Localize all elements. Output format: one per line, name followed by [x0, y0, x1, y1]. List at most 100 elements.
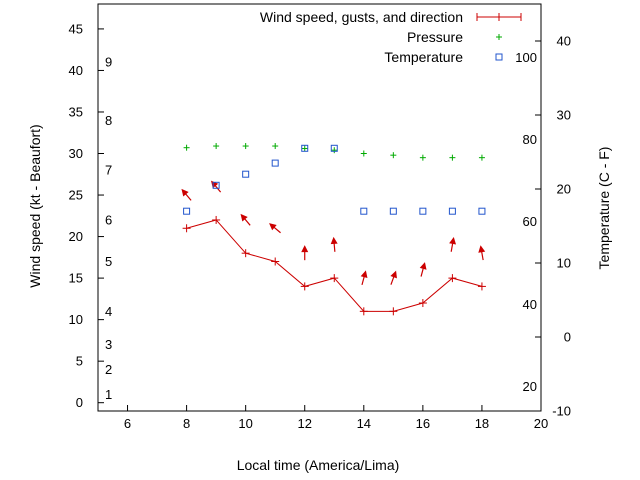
wind-direction-arrow: [269, 223, 281, 234]
x-tick-label: 6: [124, 416, 131, 431]
x-tick-label: 12: [297, 416, 311, 431]
wind-speed-point: [389, 307, 398, 316]
temperature-point: [360, 207, 368, 215]
legend-marker: [495, 53, 503, 61]
pressure-point: [242, 143, 249, 150]
y-tick-label: 5: [76, 354, 83, 369]
beaufort-label: 9: [105, 55, 112, 70]
y-tick-label: 0: [76, 395, 83, 410]
legend-label: Wind speed, gusts, and direction: [260, 9, 463, 25]
temperature-point: [478, 207, 486, 215]
y-tick-label: 15: [69, 271, 83, 286]
plot-area: [97, 3, 542, 412]
pressure-point: [478, 154, 485, 161]
wind-direction-arrow: [449, 236, 457, 252]
y2-tick-label: -10: [552, 404, 571, 419]
temperature-point: [330, 144, 338, 152]
wind-direction-arrow: [419, 262, 427, 277]
wind-speed-point: [271, 257, 280, 266]
wind-speed-point: [448, 274, 457, 283]
arrow-head: [330, 236, 338, 245]
temperature-point: [389, 207, 397, 215]
fahrenheit-label: 60: [523, 214, 537, 229]
temperature-point: [448, 207, 456, 215]
y2-tick-label: 30: [557, 108, 571, 123]
beaufort-label: 1: [105, 387, 112, 402]
y2-tick-label: 40: [557, 34, 571, 49]
pressure-point: [301, 145, 308, 152]
wind-speed-point: [241, 249, 250, 258]
wind-direction-arrow: [478, 245, 486, 261]
wind-speed-point: [330, 274, 339, 283]
arrow-head: [360, 270, 368, 279]
pressure-point: [419, 154, 426, 161]
wind-direction-arrow: [301, 245, 309, 261]
beaufort-label: 6: [105, 212, 112, 227]
legend-label: Pressure: [407, 29, 463, 45]
wind-speed-point: [477, 282, 486, 291]
y-tick-label: 10: [69, 312, 83, 327]
wind-speed-point: [418, 299, 427, 308]
pressure-point: [183, 144, 190, 151]
y-tick-label: 25: [69, 188, 83, 203]
y-axis-title: Wind speed (kt - Beaufort): [27, 124, 43, 287]
wind-speed-point: [300, 282, 309, 291]
beaufort-label: 5: [105, 254, 112, 269]
pressure-point: [331, 147, 338, 154]
series-layer: [181, 143, 486, 316]
wind-speed-point: [359, 307, 368, 316]
y2-tick-label: 10: [557, 256, 571, 271]
arrow-head: [478, 245, 486, 253]
pressure-point: [272, 143, 279, 150]
arrow-head: [269, 223, 277, 231]
wind-speed-line: [186, 219, 483, 312]
x-tick-label: 14: [357, 416, 371, 431]
y-tick-label: 35: [69, 104, 83, 119]
temperature-point: [271, 159, 279, 167]
x-tick-label: 20: [534, 416, 548, 431]
y-tick-label: 40: [69, 63, 83, 78]
arrow-head: [449, 236, 457, 245]
temperature-point: [242, 170, 250, 178]
legend-marker: [495, 13, 503, 21]
temperature-point: [419, 207, 427, 215]
pressure-point: [449, 154, 456, 161]
y-tick-label: 20: [69, 229, 83, 244]
legend: Wind speed, gusts, and direction Pressure…: [260, 9, 522, 65]
fahrenheit-label: 40: [523, 297, 537, 312]
temperature-point: [301, 144, 309, 152]
y2-axis-title: Temperature (C - F): [596, 147, 612, 270]
fahrenheit-label: 20: [523, 379, 537, 394]
wind-direction-arrow: [360, 270, 368, 286]
fahrenheit-label: 100: [515, 50, 537, 65]
wind-speed-point: [212, 215, 221, 224]
wind-direction-arrow: [181, 188, 192, 201]
y2-tick-label: 0: [564, 330, 571, 345]
pressure-point: [213, 143, 220, 150]
arrow-head: [390, 270, 397, 279]
legend-marker: [496, 34, 502, 40]
plot-frame: [97, 3, 542, 412]
x-axis-title: Local time (America/Lima): [237, 457, 400, 473]
beaufort-label: 3: [105, 337, 112, 352]
wind-direction-arrow: [390, 270, 397, 285]
x-tick-label: 8: [183, 416, 190, 431]
x-tick-label: 10: [238, 416, 252, 431]
beaufort-label: 4: [105, 304, 112, 319]
arrow-head: [181, 188, 189, 197]
wind-direction-arrow: [330, 236, 338, 252]
y2-tick-label: 20: [557, 182, 571, 197]
legend-label: Temperature: [384, 49, 463, 65]
beaufort-label: 7: [105, 163, 112, 178]
wind-speed-point: [182, 224, 191, 233]
arrow-head: [301, 245, 309, 253]
beaufort-label: 8: [105, 113, 112, 128]
beaufort-label: 2: [105, 362, 112, 377]
y-tick-label: 45: [69, 21, 83, 36]
temperature-point: [212, 181, 220, 189]
arrow-head: [419, 262, 427, 270]
x-tick-label: 16: [416, 416, 430, 431]
y-tick-label: 30: [69, 146, 83, 161]
wind-direction-arrow: [210, 180, 222, 193]
